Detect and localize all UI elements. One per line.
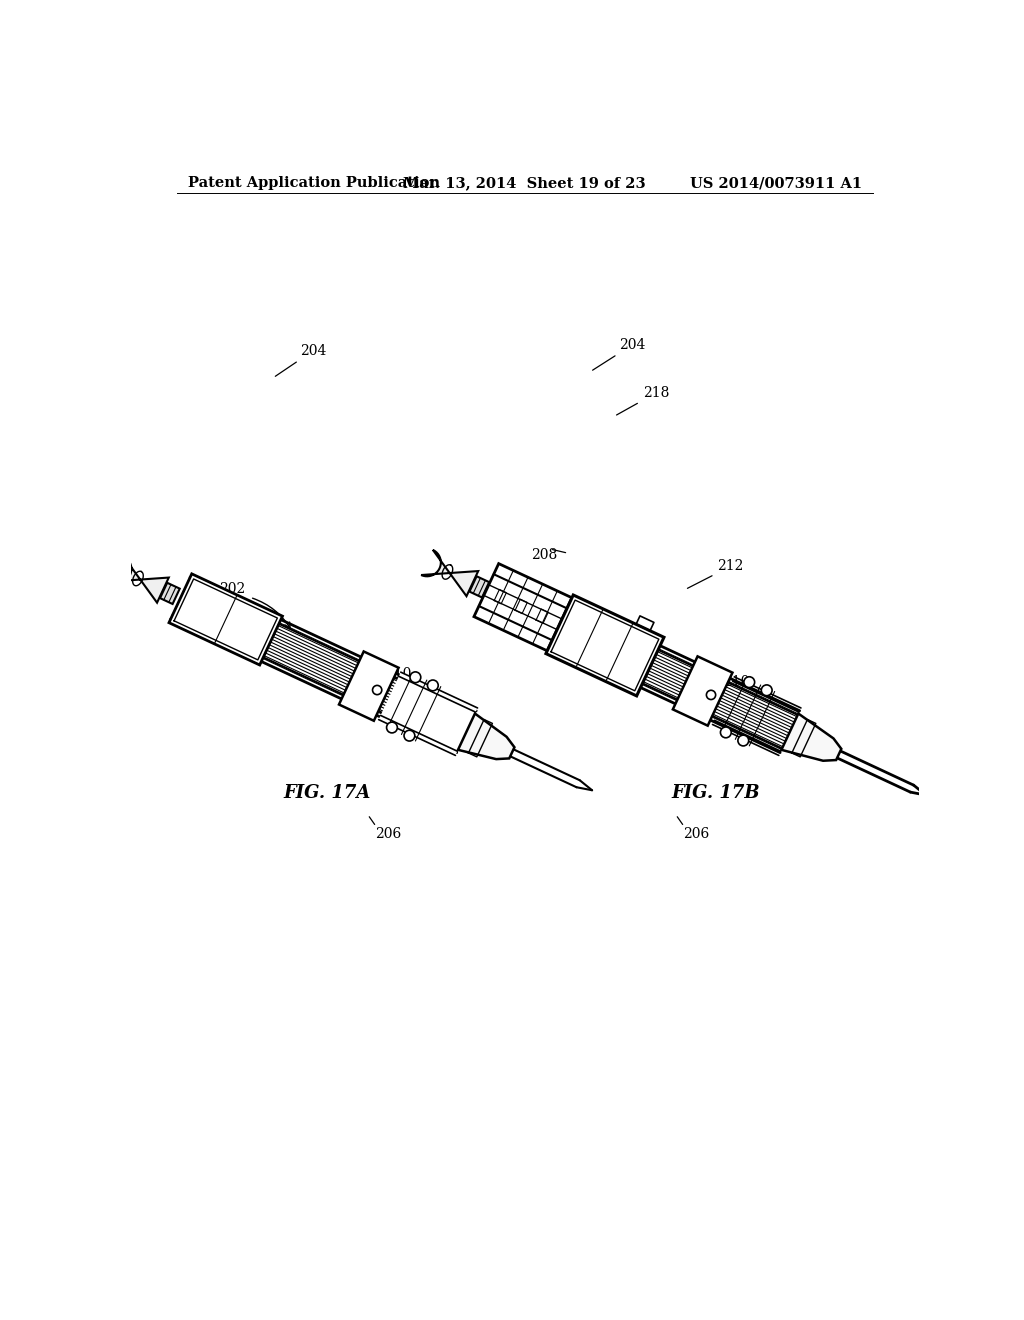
Polygon shape bbox=[339, 652, 398, 721]
Circle shape bbox=[738, 735, 749, 746]
Text: US 2014/0073911 A1: US 2014/0073911 A1 bbox=[690, 176, 862, 190]
Text: 204: 204 bbox=[593, 338, 646, 370]
Circle shape bbox=[721, 727, 731, 738]
Polygon shape bbox=[781, 714, 842, 760]
Circle shape bbox=[761, 685, 772, 696]
Circle shape bbox=[427, 680, 438, 690]
Text: 206: 206 bbox=[376, 826, 401, 841]
Text: 212: 212 bbox=[687, 560, 743, 589]
Text: 208: 208 bbox=[531, 548, 557, 562]
Text: 202: 202 bbox=[219, 582, 246, 597]
Text: FIG. 17B: FIG. 17B bbox=[672, 784, 760, 801]
Polygon shape bbox=[171, 577, 476, 752]
Circle shape bbox=[410, 672, 421, 682]
Text: 210: 210 bbox=[352, 667, 411, 693]
Circle shape bbox=[387, 722, 397, 733]
Text: 204: 204 bbox=[275, 343, 327, 376]
Polygon shape bbox=[458, 714, 514, 759]
Polygon shape bbox=[169, 574, 283, 665]
Text: 218: 218 bbox=[616, 387, 669, 414]
Circle shape bbox=[743, 677, 755, 688]
Polygon shape bbox=[379, 672, 477, 755]
Polygon shape bbox=[673, 656, 732, 726]
Text: FIG. 17A: FIG. 17A bbox=[284, 784, 371, 801]
Polygon shape bbox=[469, 577, 489, 598]
Text: 206: 206 bbox=[683, 826, 710, 841]
Polygon shape bbox=[550, 603, 800, 752]
Polygon shape bbox=[546, 595, 664, 696]
Polygon shape bbox=[160, 582, 180, 605]
Text: Mar. 13, 2014  Sheet 19 of 23: Mar. 13, 2014 Sheet 19 of 23 bbox=[403, 176, 646, 190]
Polygon shape bbox=[112, 557, 169, 603]
Circle shape bbox=[404, 730, 415, 741]
Polygon shape bbox=[421, 550, 478, 597]
Text: Patent Application Publication: Patent Application Publication bbox=[188, 176, 440, 190]
Polygon shape bbox=[474, 564, 572, 651]
Text: 210: 210 bbox=[695, 675, 750, 700]
